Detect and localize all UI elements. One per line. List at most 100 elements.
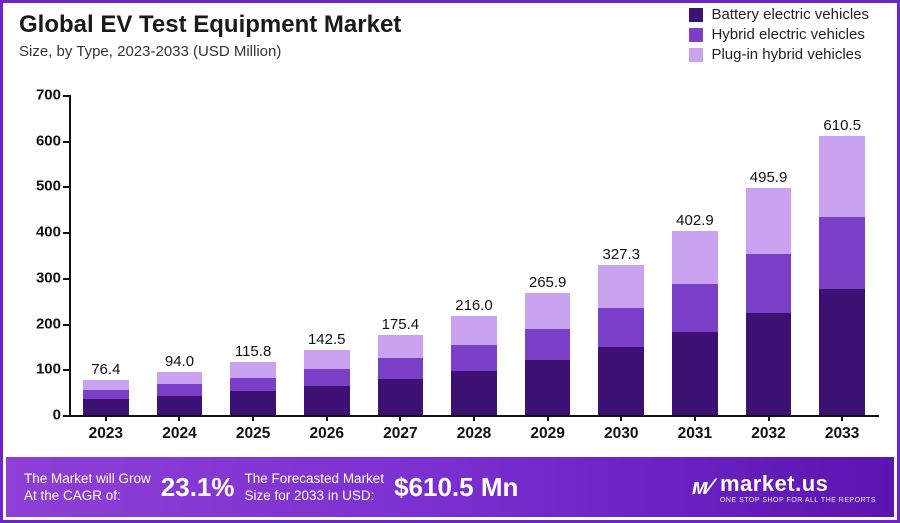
forecast-label: The Forecasted Market Size for 2033 in U… (245, 470, 385, 504)
bar-total-label: 142.5 (308, 331, 346, 348)
cagr-label: The Market will Grow At the CAGR of: (24, 470, 151, 504)
bar-segment (230, 362, 276, 377)
bar-segment (598, 265, 644, 308)
y-tick-label: 200 (19, 315, 61, 332)
brand-tagline: ONE STOP SHOP FOR ALL THE REPORTS (720, 497, 876, 504)
brand-text: market.us ONE STOP SHOP FOR ALL THE REPO… (720, 471, 876, 504)
legend-label: Plug-in hybrid vehicles (711, 45, 861, 65)
x-tick (694, 415, 696, 421)
bar-total-label: 94.0 (165, 353, 194, 370)
x-tick (547, 415, 549, 421)
bar-segment (83, 390, 129, 399)
x-tick-label: 2023 (89, 425, 123, 443)
bar-total-label: 76.4 (91, 361, 120, 378)
x-tick-label: 2027 (383, 425, 417, 443)
bar-segment (746, 313, 792, 415)
x-tick-label: 2032 (751, 425, 785, 443)
x-tick (399, 415, 401, 421)
cagr-label-line1: The Market will Grow (24, 470, 151, 487)
bar-segment (304, 386, 350, 415)
bar-total-label: 175.4 (382, 316, 420, 333)
legend-item: Battery electric vehicles (689, 5, 869, 25)
y-tick-label: 500 (19, 178, 61, 195)
bar-segment (230, 378, 276, 392)
header: Global EV Test Equipment Market Size, by… (3, 3, 897, 65)
footer-banner: The Market will Grow At the CAGR of: 23.… (6, 457, 894, 517)
bar-segment (451, 371, 497, 415)
x-tick (841, 415, 843, 421)
bar-segment (83, 399, 129, 415)
x-tick (620, 415, 622, 421)
y-tick-label: 700 (19, 87, 61, 104)
bar-segment (451, 345, 497, 371)
bar-segment (746, 188, 792, 254)
x-tick-label: 2029 (530, 425, 564, 443)
bar-segment (746, 254, 792, 313)
bar-segment (83, 380, 129, 390)
bar-total-label: 327.3 (602, 246, 640, 263)
bar-segment (157, 384, 203, 395)
bar-total-label: 115.8 (235, 343, 271, 360)
x-tick-label: 2025 (236, 425, 270, 443)
chart-plot: 010020030040050060070076.4202394.0202411… (19, 73, 881, 443)
brand-logo-icon: ᴍ⁄ (692, 474, 712, 500)
bar-segment (525, 293, 571, 328)
bar-total-label: 216.0 (455, 297, 493, 314)
x-tick-label: 2024 (162, 425, 196, 443)
bar-total-label: 495.9 (750, 169, 788, 186)
x-tick-label: 2030 (604, 425, 638, 443)
legend-swatch (689, 48, 703, 62)
bar-total-label: 402.9 (676, 212, 714, 229)
legend-item: Hybrid electric vehicles (689, 25, 869, 45)
bar-segment (304, 350, 350, 369)
chart-card: Global EV Test Equipment Market Size, by… (0, 0, 900, 523)
bar-segment (819, 136, 865, 217)
x-tick-label: 2028 (457, 425, 491, 443)
bar-segment (378, 358, 424, 379)
legend-item: Plug-in hybrid vehicles (689, 45, 869, 65)
brand: ᴍ⁄ market.us ONE STOP SHOP FOR ALL THE R… (692, 471, 876, 504)
cagr-label-line2: At the CAGR of: (24, 487, 151, 504)
y-tick-label: 100 (19, 361, 61, 378)
x-tick (326, 415, 328, 421)
cagr-value: 23.1% (161, 472, 235, 503)
y-tick-label: 0 (19, 407, 61, 424)
legend-swatch (689, 28, 703, 42)
bar-segment (157, 396, 203, 415)
legend-swatch (689, 8, 703, 22)
x-tick (252, 415, 254, 421)
bar-segment (230, 391, 276, 415)
forecast-value: $610.5 Mn (394, 472, 518, 503)
bar-segment (378, 335, 424, 358)
bar-segment (672, 332, 718, 415)
legend-label: Battery electric vehicles (711, 5, 869, 25)
bar-total-label: 265.9 (529, 274, 567, 291)
bar-segment (304, 369, 350, 386)
bar-segment (451, 316, 497, 345)
brand-name: market.us (720, 471, 876, 497)
y-tick-label: 600 (19, 132, 61, 149)
x-tick (768, 415, 770, 421)
forecast-label-line1: The Forecasted Market (245, 470, 385, 487)
bar-segment (525, 360, 571, 415)
legend-label: Hybrid electric vehicles (711, 25, 864, 45)
y-axis (69, 95, 71, 415)
bar-segment (672, 231, 718, 284)
x-tick-label: 2026 (309, 425, 343, 443)
bar-segment (598, 347, 644, 415)
bar-segment (819, 289, 865, 415)
x-tick (105, 415, 107, 421)
forecast-label-line2: Size for 2033 in USD: (245, 487, 385, 504)
x-tick (473, 415, 475, 421)
x-tick (178, 415, 180, 421)
y-tick-label: 300 (19, 269, 61, 286)
x-tick-label: 2031 (678, 425, 712, 443)
bar-segment (672, 284, 718, 332)
legend: Battery electric vehiclesHybrid electric… (689, 5, 869, 65)
bar-segment (157, 372, 203, 384)
x-tick-label: 2033 (825, 425, 859, 443)
bar-segment (598, 308, 644, 347)
bar-total-label: 610.5 (823, 117, 861, 134)
bar-segment (525, 329, 571, 361)
bar-segment (819, 217, 865, 290)
